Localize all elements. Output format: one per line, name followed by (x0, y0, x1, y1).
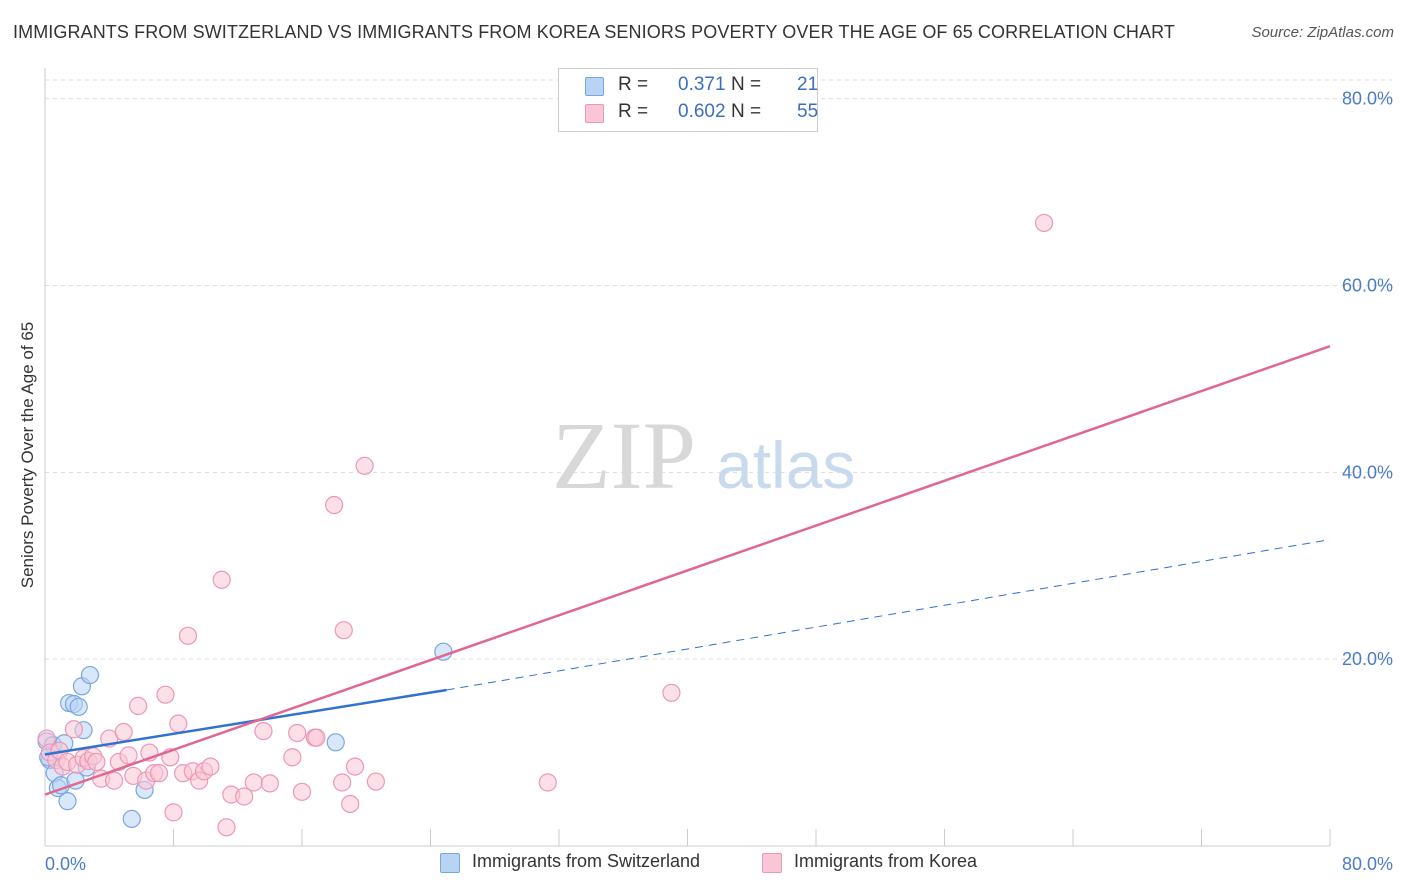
korea-trend-line (44, 345, 1331, 796)
korea-point (355, 456, 374, 475)
switzerland-point (122, 809, 141, 829)
korea-point (149, 764, 169, 783)
y-tick-label: 20.0% (1342, 649, 1393, 669)
r-value: 0.371 (678, 74, 726, 95)
korea-point (244, 773, 263, 792)
korea-point (178, 626, 198, 645)
n-label: N = (731, 101, 762, 122)
y-tick-label: 40.0% (1342, 462, 1393, 482)
r-label: R = (618, 101, 649, 122)
korea-point (217, 818, 236, 837)
switzerland-trend-line (44, 688, 447, 756)
axes (44, 68, 1331, 847)
data-points (37, 213, 1054, 837)
korea-swatch (585, 104, 604, 123)
switzerland-swatch (440, 853, 460, 873)
korea-point (212, 570, 231, 589)
switzerland-swatch (585, 77, 604, 96)
korea-point (325, 495, 344, 515)
korea-point (292, 782, 312, 801)
r-label: R = (618, 74, 649, 95)
x-tick-label: 80.0% (1342, 854, 1393, 874)
korea-point (283, 748, 302, 767)
korea-point (64, 720, 84, 739)
trend-lines (44, 345, 1331, 796)
stats-legend: R = 0.371 N = 21 R = 0.602 N = 55 (558, 68, 818, 132)
chart-title: IMMIGRANTS FROM SWITZERLAND VS IMMIGRANT… (13, 22, 1175, 42)
korea-point (104, 771, 124, 790)
korea-swatch (762, 853, 782, 873)
korea-point (334, 621, 353, 640)
grid-lines (45, 79, 1392, 660)
source-label: Source: ZipAtlas.com (1251, 24, 1394, 41)
n-value: 55 (797, 101, 819, 122)
korea-point (345, 757, 365, 776)
watermark-atlas: atlas (716, 428, 855, 502)
switzerland-point (80, 665, 100, 685)
korea-point (156, 685, 175, 704)
y-tick-label: 60.0% (1342, 276, 1393, 296)
switzerland-trend-extension (446, 539, 1331, 691)
x-tick-label: 0.0% (45, 854, 86, 874)
korea-point (114, 722, 133, 742)
switzerland-point (326, 733, 345, 752)
korea-point (288, 723, 307, 743)
n-label: N = (731, 74, 762, 95)
korea-point (87, 752, 106, 772)
y-tick-label: 80.0% (1342, 89, 1393, 109)
legend-label: Immigrants from Switzerland (472, 851, 701, 871)
korea-point (164, 803, 183, 822)
n-value: 21 (797, 74, 819, 95)
korea-point (254, 721, 273, 741)
switzerland-point (69, 697, 88, 716)
axis-labels: 20.0% 40.0% 60.0% 80.0% 0.0% 80.0% (45, 89, 1393, 874)
korea-point (366, 772, 385, 791)
korea-point (235, 787, 254, 806)
korea-point (333, 773, 352, 792)
korea-point (129, 696, 148, 715)
switzerland-point (58, 792, 77, 811)
legend-label: Immigrants from Korea (794, 851, 978, 871)
korea-point (119, 746, 138, 765)
korea-point (260, 774, 279, 793)
korea-point (538, 773, 557, 792)
korea-point (169, 714, 188, 733)
korea-point (201, 757, 220, 776)
watermark-zip: ZIP (552, 402, 696, 509)
y-axis-label: Seniors Poverty Over the Age of 65 (18, 322, 37, 588)
korea-point (341, 794, 360, 814)
korea-point (1034, 213, 1054, 233)
korea-point (307, 728, 326, 747)
r-value: 0.602 (678, 101, 726, 122)
korea-point (662, 683, 681, 702)
